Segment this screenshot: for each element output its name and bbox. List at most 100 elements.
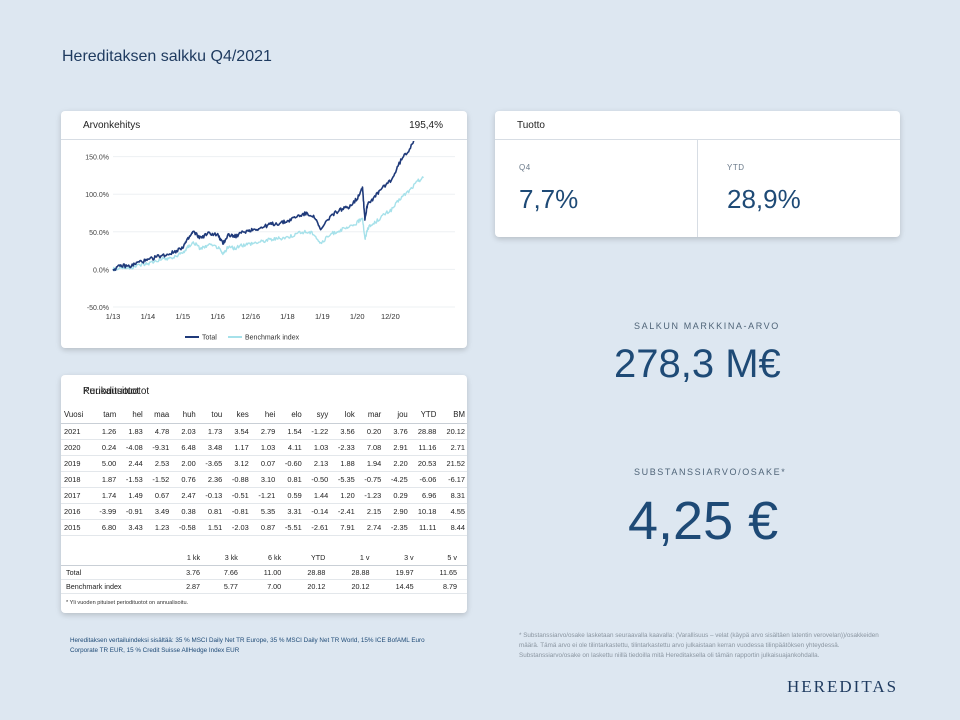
table-cell: 11.00: [247, 565, 292, 580]
table-cell: 3.76: [383, 423, 410, 440]
table-cell: 1.51: [197, 519, 225, 536]
y-tick-label: 0.0%: [93, 267, 109, 274]
table-row: Benchmark index 2.87 5.77 7.00 20.12 20.12 14.…: [61, 579, 467, 594]
table-cell: 2021: [61, 423, 92, 440]
x-tick-label: 12/16: [241, 312, 260, 321]
table-header-cell: 3 kk: [210, 551, 248, 566]
table-cell: -3.99: [91, 503, 119, 520]
table-row: 2016 -3.99 -0.91 3.49 0.38 0.81 -0.81 5.35 3.31-…: [61, 503, 467, 520]
table-cell: 0.87: [250, 519, 278, 536]
table-cell: 6.48: [171, 439, 198, 456]
table-cell: 3.48: [197, 439, 225, 456]
table-cell: 20.12: [335, 579, 380, 594]
table-cell: 1.49: [118, 487, 145, 504]
table-cell: 28.88: [291, 565, 336, 580]
table-header-cell: syy: [303, 407, 331, 424]
table-cell: -0.75: [356, 471, 384, 488]
table-cell: 1.73: [197, 423, 225, 440]
table-cell: 3.49: [144, 503, 172, 520]
table-cell: 1.87: [91, 471, 119, 488]
q4-value: 7,7%: [519, 184, 579, 214]
table-cell: 0.76: [171, 471, 198, 488]
table-cell: 1.94: [356, 455, 384, 472]
table-header-cell: YTD: [409, 407, 439, 424]
table-cell: 8.79: [423, 579, 467, 594]
table-cell: 11.16: [409, 439, 439, 456]
nav-per-share-label: SUBSTANSSIARVO/OSAKE*: [634, 467, 787, 477]
table-header-cell: tou: [197, 407, 225, 424]
table-header-cell: Vuosi: [61, 407, 92, 424]
table-cell: -2.41: [330, 503, 357, 520]
table-cell: 2017: [61, 487, 92, 504]
table-cell: 1.03: [303, 439, 331, 456]
table-cell: 2020: [61, 439, 92, 456]
table-row: 2020 0.24 -4.08 -9.31 6.48 3.48 1.17 1.03 4.11 1.…: [61, 439, 467, 456]
y-tick-label: -50.0%: [87, 305, 109, 312]
table-cell: 2015: [61, 519, 92, 536]
table-cell: 3.56: [330, 423, 357, 440]
hereditas-logo: HEREDITAS: [787, 677, 899, 696]
y-tick-label: 100.0%: [85, 192, 109, 199]
table-header-cell: lok: [330, 407, 357, 424]
table-cell: 20.53: [409, 455, 439, 472]
table-cell: 20.12: [291, 579, 336, 594]
table-cell: -6.06: [409, 471, 439, 488]
table-row: Total 3.76 7.66 11.00 28.88 28.88 19.97 11.65: [61, 565, 467, 580]
table-cell: 2018: [61, 471, 92, 488]
x-tick-label: 1/18: [280, 312, 295, 321]
table-header-cell: [61, 551, 173, 566]
table-cell: 7.66: [210, 565, 248, 580]
table-cell: 1.83: [118, 423, 145, 440]
table-cell: 1.44: [303, 487, 331, 504]
returns-table-card: Kuukausituotot Vuosi tam hel maa huh tou kes he…: [61, 375, 467, 613]
table-cell: -0.50: [303, 471, 331, 488]
table-cell: -0.51: [224, 487, 251, 504]
card-divider: [61, 139, 467, 140]
table-cell: -2.35: [383, 519, 410, 536]
table-cell: -2.61: [303, 519, 331, 536]
table-cell: -2.33: [330, 439, 357, 456]
table-header-cell: maa: [144, 407, 172, 424]
table-cell: 2.15: [356, 503, 384, 520]
table-cell: 28.88: [409, 423, 439, 440]
table-cell: 11.11: [409, 519, 439, 536]
benchmark-footnote: Hereditaksen vertailuindeksi sisältää: 3…: [70, 637, 425, 654]
q4-label: Q4: [519, 163, 531, 172]
table-cell: -1.23: [356, 487, 384, 504]
table-header-cell: 3 v: [379, 551, 424, 566]
table-cell: 8.44: [438, 519, 467, 536]
value-development-chart: 200.0%150.0%100.0%50.0%0.0%-50.0%1/131/1…: [85, 141, 455, 342]
table-cell: 0.81: [277, 471, 304, 488]
table-cell: -5.51: [277, 519, 304, 536]
table-cell: -1.21: [250, 487, 278, 504]
period-returns-title: Periodituotot: [83, 386, 140, 397]
table-cell: 2.44: [118, 455, 145, 472]
table-header-cell: hei: [250, 407, 278, 424]
return-title: Tuotto: [517, 120, 545, 131]
table-row: 2021 1.26 1.83 4.78 2.03 1.73 3.54 2.79 1.54 -1.2…: [61, 423, 467, 440]
card-vertical-divider: [697, 139, 698, 237]
table-header-cell: tam: [91, 407, 119, 424]
table-cell: 7.08: [356, 439, 384, 456]
x-tick-label: 1/14: [141, 312, 156, 321]
table-cell: 2.71: [438, 439, 467, 456]
table-cell: -0.60: [277, 455, 304, 472]
table-cell: 8.31: [438, 487, 467, 504]
table-cell: 19.97: [379, 565, 424, 580]
table-cell: 0.67: [144, 487, 172, 504]
table-cell: 7.91: [330, 519, 357, 536]
monthly-returns-title: Kuukausituotot: [83, 386, 150, 397]
table-cell: 1.20: [330, 487, 357, 504]
y-tick-label: 50.0%: [89, 230, 109, 237]
table-header-cell: 6 kk: [247, 551, 292, 566]
table-cell: 0.81: [197, 503, 225, 520]
ytd-value: 28,9%: [727, 184, 801, 214]
table-row: 2017 1.74 1.49 0.67 2.47 -0.13 -0.51 -1.21 0.59 1…: [61, 487, 467, 504]
table-cell: 4.11: [277, 439, 304, 456]
table-cell: -0.14: [303, 503, 331, 520]
market-value: 278,3 M€: [614, 342, 781, 386]
table-header-cell: 5 v: [423, 551, 467, 566]
table-cell: 5.77: [210, 579, 248, 594]
value-development-card: Arvonkehitys 195,4% 200.0%150.0%100.0%50…: [61, 111, 467, 348]
table-cell: 0.29: [383, 487, 410, 504]
